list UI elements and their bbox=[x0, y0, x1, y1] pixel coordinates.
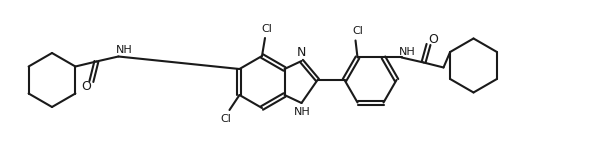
Text: Cl: Cl bbox=[220, 114, 231, 124]
Text: N: N bbox=[297, 45, 306, 59]
Text: O: O bbox=[429, 33, 438, 46]
Text: Cl: Cl bbox=[262, 24, 273, 34]
Text: NH: NH bbox=[399, 48, 416, 57]
Text: NH: NH bbox=[294, 107, 311, 117]
Text: NH: NH bbox=[116, 44, 133, 55]
Text: Cl: Cl bbox=[352, 27, 363, 36]
Text: O: O bbox=[82, 80, 91, 93]
